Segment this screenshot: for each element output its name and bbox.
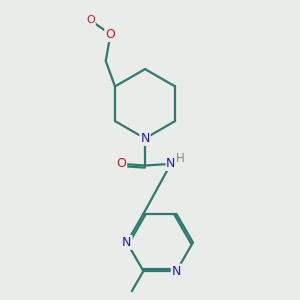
- Text: H: H: [176, 152, 184, 165]
- Text: N: N: [172, 265, 181, 278]
- Text: O: O: [106, 28, 116, 41]
- Text: N: N: [140, 132, 150, 145]
- Text: O: O: [116, 158, 126, 170]
- Text: N: N: [122, 236, 132, 249]
- Text: O: O: [106, 28, 116, 41]
- Text: O: O: [86, 15, 95, 25]
- Text: N: N: [166, 158, 176, 170]
